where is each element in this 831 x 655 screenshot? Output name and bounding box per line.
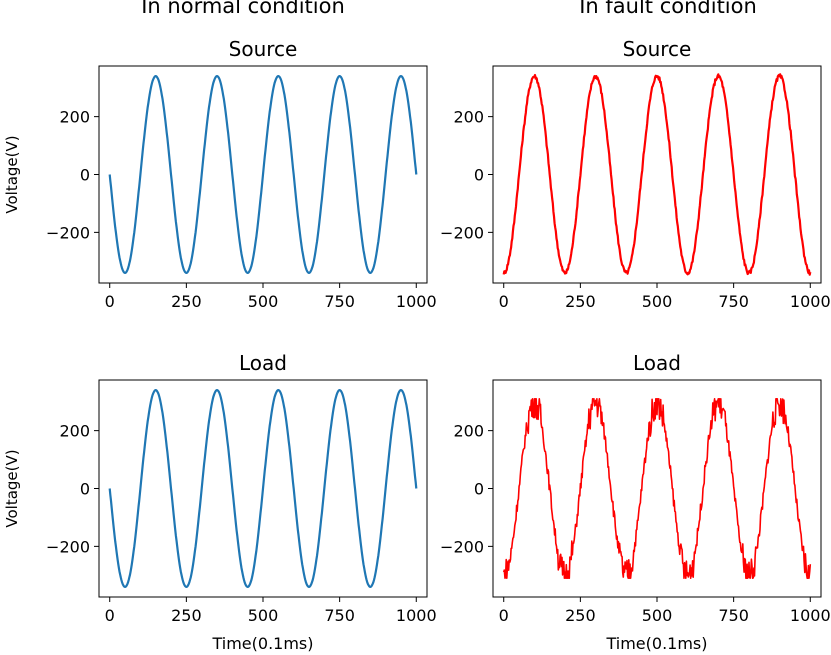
y-tick-label: −200 (46, 537, 90, 556)
column-title-fault: In fault condition (579, 0, 757, 18)
y-tick-label: 0 (474, 166, 484, 185)
x-tick-label: 250 (565, 292, 596, 311)
series-line (108, 389, 418, 589)
x-tick-label: 500 (248, 606, 279, 625)
series-line (502, 73, 812, 276)
y-axis-label: Voltage(V) (3, 449, 21, 527)
x-tick-label: 1000 (396, 292, 437, 311)
x-tick-label: 500 (248, 292, 279, 311)
x-tick-label: 750 (718, 292, 749, 311)
series-line (108, 74, 418, 274)
y-axis-label: Voltage(V) (3, 135, 21, 213)
x-axis-label: Time(0.1ms) (211, 634, 313, 653)
x-tick-label: 1000 (396, 606, 437, 625)
plot-frame (98, 379, 428, 598)
y-tick-label: 0 (474, 480, 484, 499)
x-axis-label: Time(0.1ms) (605, 634, 707, 653)
chart-title: Source (623, 37, 692, 61)
y-tick-label: 200 (453, 422, 484, 441)
y-tick-label: 200 (453, 108, 484, 127)
y-tick-label: 200 (59, 422, 90, 441)
x-tick-label: 750 (718, 606, 749, 625)
x-tick-label: 1000 (790, 292, 831, 311)
series-line (502, 397, 812, 580)
chart-title: Source (229, 37, 298, 61)
x-tick-label: 0 (105, 606, 115, 625)
x-tick-label: 250 (171, 606, 202, 625)
y-tick-label: 0 (80, 166, 90, 185)
x-tick-label: 250 (565, 606, 596, 625)
x-tick-label: 0 (105, 292, 115, 311)
y-tick-label: −200 (46, 223, 90, 242)
x-tick-label: 750 (324, 606, 355, 625)
x-tick-label: 750 (324, 292, 355, 311)
y-tick-label: 200 (59, 108, 90, 127)
y-tick-label: −200 (440, 223, 484, 242)
plot-frame (492, 379, 822, 598)
chart-title: Load (633, 351, 681, 375)
chart-title: Load (239, 351, 287, 375)
y-tick-label: −200 (440, 537, 484, 556)
x-tick-label: 500 (642, 606, 673, 625)
column-title-normal: In normal condition (141, 0, 345, 18)
x-tick-label: 0 (499, 606, 509, 625)
y-tick-label: 0 (80, 480, 90, 499)
plot-frame (492, 65, 822, 284)
x-tick-label: 1000 (790, 606, 831, 625)
plot-frame (98, 65, 428, 284)
x-tick-label: 500 (642, 292, 673, 311)
x-tick-label: 0 (499, 292, 509, 311)
x-tick-label: 250 (171, 292, 202, 311)
